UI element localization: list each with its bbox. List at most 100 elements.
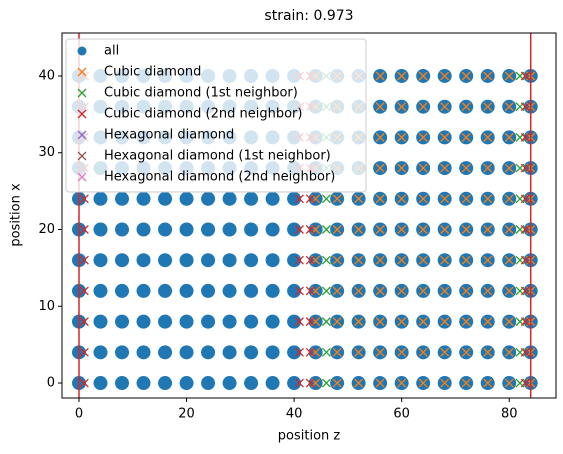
point xyxy=(222,314,237,329)
point xyxy=(93,283,108,298)
point xyxy=(332,225,342,234)
point xyxy=(504,317,514,327)
point xyxy=(440,286,450,296)
point xyxy=(375,347,385,357)
point xyxy=(418,71,428,81)
point xyxy=(397,132,407,142)
point xyxy=(418,102,428,112)
point xyxy=(397,347,407,357)
point xyxy=(483,317,493,327)
point xyxy=(418,378,428,388)
point xyxy=(418,347,428,357)
point xyxy=(222,376,237,391)
point xyxy=(504,378,514,388)
point xyxy=(136,314,151,329)
point xyxy=(115,376,130,391)
point xyxy=(504,347,514,357)
point xyxy=(397,378,407,388)
margin-top xyxy=(0,0,563,33)
legend-box xyxy=(65,38,367,193)
point xyxy=(397,102,407,112)
y-tick-label: 0 xyxy=(47,376,55,391)
legend-label: Hexagonal diamond (2nd neighbor) xyxy=(104,170,335,185)
point xyxy=(418,317,428,327)
legend: all Cubic diamond Cubic diamond (1st neigh… xyxy=(65,38,367,193)
point xyxy=(136,253,151,268)
point xyxy=(295,255,304,265)
point xyxy=(201,253,216,268)
point xyxy=(158,314,173,329)
point xyxy=(354,255,364,265)
point xyxy=(504,225,514,234)
point xyxy=(461,132,471,142)
point xyxy=(93,191,108,206)
y-tick-label: 10 xyxy=(38,299,55,314)
point xyxy=(265,253,280,268)
point xyxy=(179,376,194,391)
point xyxy=(504,255,514,265)
point xyxy=(354,378,364,388)
point xyxy=(321,286,331,296)
point xyxy=(354,225,364,234)
legend-marker xyxy=(77,46,87,56)
x-tick-label: 60 xyxy=(393,407,410,422)
y-axis-label: position x xyxy=(9,183,24,247)
point xyxy=(305,255,315,265)
legend-marker xyxy=(77,151,87,161)
point xyxy=(179,314,194,329)
point xyxy=(520,194,530,204)
point xyxy=(179,253,194,268)
point xyxy=(305,317,315,327)
x-tick-label: 40 xyxy=(286,407,303,422)
point xyxy=(244,191,259,206)
point xyxy=(483,347,493,357)
point xyxy=(520,102,530,112)
point xyxy=(93,222,108,237)
point xyxy=(222,345,237,360)
point xyxy=(115,191,130,206)
x-axis-label: position z xyxy=(278,429,341,444)
point xyxy=(79,194,89,204)
point xyxy=(520,255,530,265)
point xyxy=(504,132,514,142)
x-tick-label: 80 xyxy=(501,407,518,422)
point xyxy=(93,376,108,391)
point xyxy=(397,194,407,204)
point xyxy=(115,345,130,360)
point xyxy=(483,255,493,265)
point xyxy=(461,102,471,112)
point xyxy=(397,317,407,327)
point xyxy=(295,347,304,357)
point xyxy=(461,317,471,327)
point xyxy=(375,255,385,265)
point xyxy=(265,222,280,237)
legend-label: Hexagonal diamond xyxy=(104,128,234,143)
point xyxy=(504,102,514,112)
point xyxy=(440,225,450,234)
legend-marker xyxy=(77,88,87,98)
point xyxy=(520,132,530,142)
point xyxy=(305,194,315,204)
point xyxy=(397,286,407,296)
point xyxy=(440,347,450,357)
point xyxy=(265,191,280,206)
point xyxy=(354,317,364,327)
point xyxy=(115,253,130,268)
point xyxy=(397,255,407,265)
point xyxy=(136,222,151,237)
point xyxy=(461,347,471,357)
point xyxy=(201,314,216,329)
point xyxy=(520,378,530,388)
point xyxy=(265,345,280,360)
point xyxy=(305,347,315,357)
point xyxy=(179,345,194,360)
point xyxy=(287,376,302,391)
point xyxy=(287,345,302,360)
point xyxy=(115,314,130,329)
point xyxy=(483,71,493,81)
point xyxy=(397,163,407,173)
axes-frame xyxy=(61,32,557,399)
point xyxy=(287,191,302,206)
point xyxy=(483,225,493,234)
